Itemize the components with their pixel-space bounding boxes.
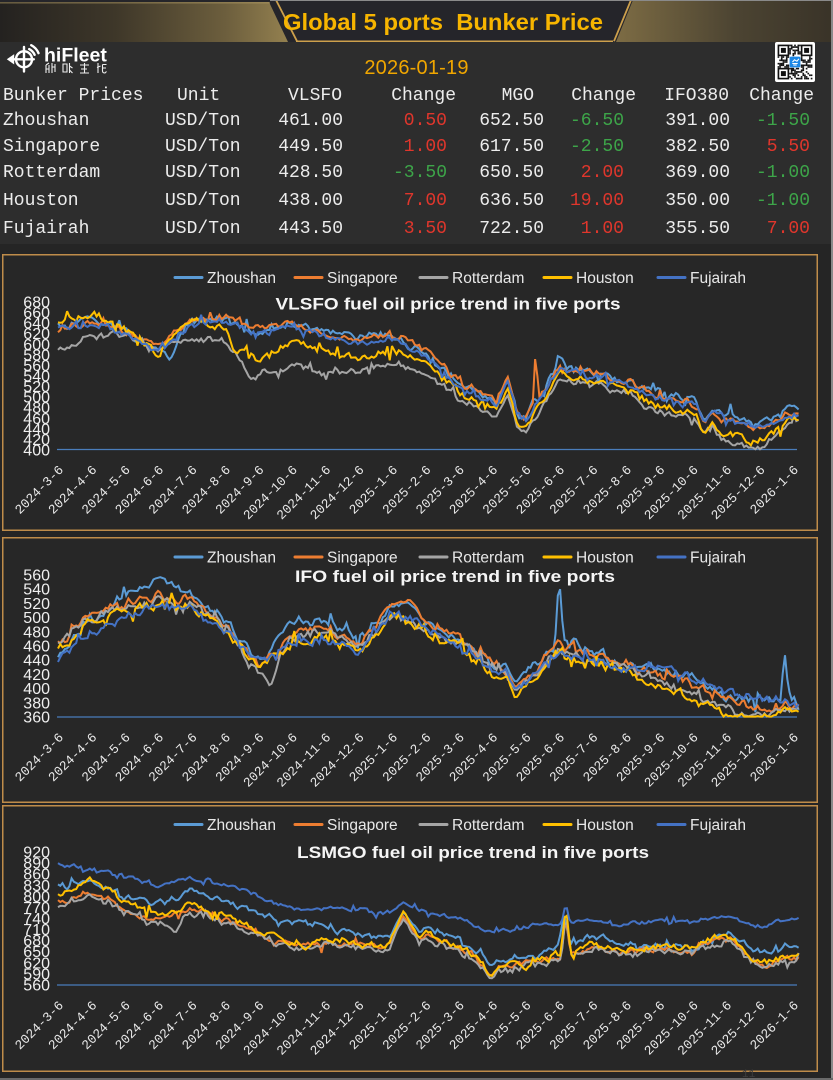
svg-text:400: 400 xyxy=(23,443,50,460)
svg-text:440: 440 xyxy=(23,653,50,670)
svg-text:480: 480 xyxy=(23,400,50,417)
svg-text:680: 680 xyxy=(23,933,50,950)
svg-text:Singapore: Singapore xyxy=(327,817,398,834)
svg-text:Zhoushan: Zhoushan xyxy=(207,817,276,834)
svg-text:620: 620 xyxy=(23,955,50,972)
svg-text:560: 560 xyxy=(23,568,50,585)
svg-text:540: 540 xyxy=(23,369,50,386)
svg-text:hiFleet: hiFleet xyxy=(44,45,107,67)
svg-text:400: 400 xyxy=(23,681,50,698)
svg-text:Fujairah: Fujairah xyxy=(690,817,746,834)
svg-text:600: 600 xyxy=(23,337,50,354)
svg-text:500: 500 xyxy=(23,610,50,627)
svg-text:Singapore: Singapore xyxy=(327,270,398,287)
svg-text:360: 360 xyxy=(23,710,50,727)
svg-text:460: 460 xyxy=(23,411,50,428)
svg-text:Rotterdam: Rotterdam xyxy=(452,550,524,567)
svg-text:420: 420 xyxy=(23,432,50,449)
svg-text:560: 560 xyxy=(23,358,50,375)
svg-text:Fujairah: Fujairah xyxy=(690,270,746,287)
svg-text:Rotterdam: Rotterdam xyxy=(452,270,524,287)
svg-text:380: 380 xyxy=(23,695,50,712)
svg-text:11: 11 xyxy=(742,1069,756,1080)
svg-text:920: 920 xyxy=(23,845,50,862)
svg-text:520: 520 xyxy=(23,596,50,613)
svg-text:420: 420 xyxy=(23,667,50,684)
svg-text:Houston: Houston xyxy=(576,817,634,834)
svg-text:740: 740 xyxy=(23,911,50,928)
svg-text:Zhoushan: Zhoushan xyxy=(207,550,276,567)
svg-text:440: 440 xyxy=(23,421,50,438)
svg-text:650: 650 xyxy=(23,944,50,961)
svg-text:Singapore: Singapore xyxy=(327,550,398,567)
svg-text:640: 640 xyxy=(23,316,50,333)
svg-text:500: 500 xyxy=(23,390,50,407)
svg-text:Houston: Houston xyxy=(576,550,634,567)
svg-text:860: 860 xyxy=(23,867,50,884)
svg-text:Global 5 ports Bunker Price: Global 5 ports Bunker Price xyxy=(283,9,603,35)
svg-text:IFO fuel oil price trend in fi: IFO fuel oil price trend in five ports xyxy=(295,567,615,586)
svg-text:770: 770 xyxy=(23,900,50,917)
svg-text:890: 890 xyxy=(23,856,50,873)
svg-text:520: 520 xyxy=(23,379,50,396)
svg-text:800: 800 xyxy=(23,889,50,906)
svg-text:Fujairah: Fujairah xyxy=(690,550,746,567)
svg-text:540: 540 xyxy=(23,582,50,599)
svg-text:620: 620 xyxy=(23,326,50,343)
svg-text:LSMGO fuel oil price trend in: LSMGO fuel oil price trend in five ports xyxy=(297,843,649,862)
svg-text:Rotterdam: Rotterdam xyxy=(452,817,524,834)
svg-text:680: 680 xyxy=(23,295,50,312)
svg-text:Zhoushan: Zhoushan xyxy=(207,270,276,287)
svg-text:VLSFO fuel oil price trend in: VLSFO fuel oil price trend in five ports xyxy=(276,295,621,314)
svg-text:460: 460 xyxy=(23,639,50,656)
svg-text:580: 580 xyxy=(23,347,50,364)
svg-text:Houston: Houston xyxy=(576,270,634,287)
svg-text:830: 830 xyxy=(23,878,50,895)
svg-text:710: 710 xyxy=(23,922,50,939)
svg-text:480: 480 xyxy=(23,624,50,641)
svg-text:560: 560 xyxy=(23,978,50,995)
svg-text:590: 590 xyxy=(23,966,50,983)
svg-text:660: 660 xyxy=(23,305,50,322)
